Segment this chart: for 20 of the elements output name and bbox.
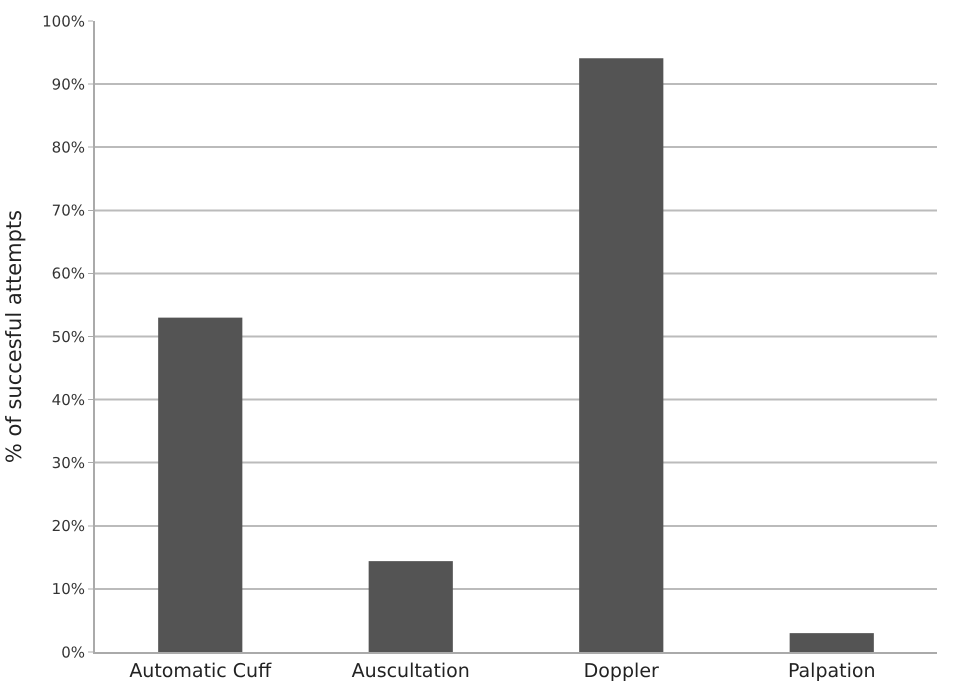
x-tick-label: Automatic Cuff: [129, 660, 272, 682]
y-tick-label: 80%: [52, 138, 85, 156]
y-axis-title: % of succesful attempts: [2, 210, 26, 464]
y-tick-label: 50%: [52, 328, 85, 346]
y-tick-label: 40%: [52, 390, 85, 409]
x-tick-label: Doppler: [584, 660, 660, 682]
y-tick-label: 30%: [52, 454, 85, 472]
bar: [368, 561, 453, 652]
x-tick-label: Auscultation: [352, 660, 470, 682]
y-tick-label: 90%: [52, 75, 85, 94]
y-tick-label: 100%: [42, 12, 85, 30]
bar: [158, 318, 242, 652]
y-tick-label: 20%: [52, 517, 85, 536]
y-tick-label: 70%: [52, 202, 85, 220]
y-tick-label: 0%: [61, 643, 85, 662]
bar: [790, 633, 874, 652]
x-tick-label: Palpation: [788, 660, 876, 682]
y-tick-label: 10%: [52, 580, 85, 598]
bar: [579, 58, 664, 652]
y-tick-label: 60%: [52, 264, 85, 283]
